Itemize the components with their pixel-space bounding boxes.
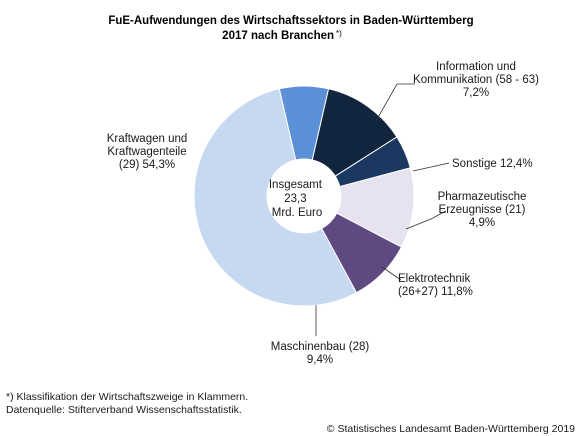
slice-label-0: Information und Kommunikation (58 - 63) 7,… — [413, 61, 539, 99]
slice-label-3: Elektrotechnik (26+27) 11,8% — [398, 273, 473, 298]
slice-label-1: Sonstige 12,4% — [452, 158, 533, 170]
slice-label-2-line-2: 4,9% — [469, 217, 495, 229]
center-label-line-2: 23,3 — [284, 193, 306, 205]
center-label-line-3: Mrd. Euro — [272, 207, 323, 219]
copyright: © Statistisches Landesamt Baden-Württemb… — [327, 423, 575, 435]
footnote-classification: *) Klassifikation der Wirtschaftszweige … — [6, 391, 248, 403]
slice-label-2: Pharmazeutische Erzeugnisse (21) 4,9% — [438, 191, 527, 229]
chart-subtitle-footnote-marker: *) — [336, 29, 342, 38]
leader-line-0 — [375, 83, 415, 122]
slice-label-4-line-0: Maschinenbau (28) — [271, 341, 370, 353]
slice-labels: Information und Kommunikation (58 - 63) 7,… — [107, 61, 539, 366]
slice-label-1-line-0: Sonstige 12,4% — [452, 158, 533, 170]
slice-label-2-line-0: Pharmazeutische — [438, 191, 527, 203]
slice-label-4: Maschinenbau (28) 9,4% — [271, 341, 370, 366]
slice-label-0-line-1: Kommunikation (58 - 63) — [413, 74, 539, 86]
chart-subtitle-text: 2017 nach Branchen — [222, 30, 334, 42]
leader-line-2 — [405, 210, 447, 230]
donut-hole — [267, 159, 341, 233]
donut-slices — [193, 85, 415, 307]
slice-label-3-line-0: Elektrotechnik — [398, 273, 470, 285]
data-source: Datenquelle: Stifterverband Wissenschaft… — [6, 404, 242, 416]
leader-lines — [315, 83, 450, 336]
slice-label-4-line-1: 9,4% — [307, 354, 333, 366]
center-label: Insgesamt 23,3 Mrd. Euro — [269, 179, 325, 219]
slice-label-3-line-1: (26+27) 11,8% — [398, 286, 473, 298]
slice-label-5-line-1: Kraftwagenteile — [107, 146, 186, 158]
slice-label-2-line-1: Erzeugnisse (21) — [439, 204, 526, 216]
slice-label-0-line-0: Information und — [436, 61, 516, 73]
leader-line-1 — [412, 162, 450, 172]
slice-label-5: Kraftwagen und Kraftwagenteile (29) 54,3% — [107, 133, 188, 171]
slice-label-5-line-2: (29) 54,3% — [119, 159, 175, 171]
chart-subtitle: 2017 nach Branchen *) — [222, 29, 342, 42]
slice-label-0-line-2: 7,2% — [463, 87, 489, 99]
leader-line-3 — [381, 266, 402, 281]
slice-label-5-line-0: Kraftwagen und — [107, 133, 188, 145]
chart-title: FuE-Aufwendungen des Wirtschaftssektors … — [108, 15, 473, 27]
center-label-line-1: Insgesamt — [269, 179, 323, 191]
